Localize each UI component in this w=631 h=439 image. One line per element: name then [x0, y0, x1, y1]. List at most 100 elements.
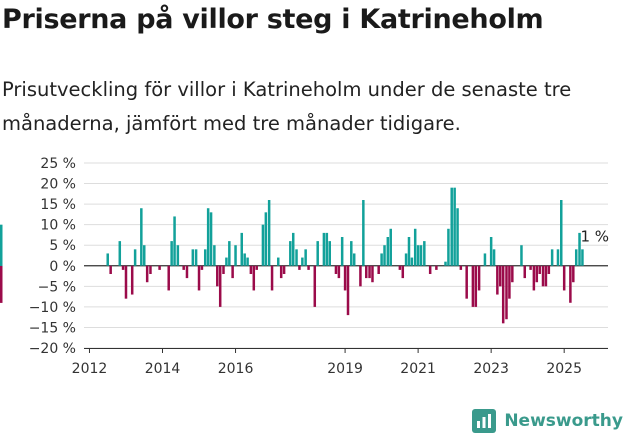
chart-bar: [249, 265, 253, 274]
chart-bar: [209, 212, 213, 266]
chart-bar: [218, 265, 222, 307]
chart-bar: [213, 245, 216, 266]
chart-bar: [562, 265, 566, 291]
chart-bar: [459, 265, 463, 270]
chart-bar: [581, 249, 584, 266]
chart-bar: [313, 265, 317, 307]
chart-bar: [380, 253, 383, 266]
chart-bar: [489, 237, 493, 266]
chart-bar: [291, 232, 295, 266]
chart-bar: [277, 257, 280, 266]
chart-bar: [456, 208, 459, 266]
chart-bar: [133, 249, 137, 266]
chart-bar: [225, 257, 228, 266]
chart-bar: [389, 228, 392, 266]
chart-bar: [243, 253, 246, 266]
chart-bar: [416, 245, 420, 266]
chart-bar: [359, 265, 362, 287]
chart-bar: [264, 212, 268, 266]
chart-bar: [340, 237, 344, 266]
chart-bar: [298, 265, 301, 270]
chart-bar: [471, 265, 475, 307]
chart-bar: [444, 261, 447, 266]
page-subtitle: Prisutveckling för villor i Katrineholm …: [2, 78, 572, 135]
chart-bar: [304, 249, 307, 266]
chart-bars: [0, 187, 584, 324]
chart-bar: [362, 200, 365, 266]
chart-bar: [511, 265, 514, 283]
chart-bar: [343, 265, 347, 291]
latest-value-annotation: 1 %: [580, 228, 609, 246]
chart-bar: [492, 249, 496, 266]
chart-bar: [334, 265, 338, 274]
chart-bar: [325, 232, 329, 266]
y-axis: −20 % −15 % −10 % −5 % 0 % 5 % 10 % 15 % 20 % 25 …: [29, 156, 76, 357]
chart-bar: [246, 257, 249, 266]
chart-bar: [535, 265, 539, 283]
chart-bar: [185, 265, 189, 279]
chart-bar: [0, 265, 3, 303]
chart-bar: [407, 237, 411, 266]
chart-bar: [550, 249, 554, 266]
chart-bar: [532, 265, 536, 291]
chart-bar: [453, 187, 456, 266]
chart-bar: [328, 241, 332, 266]
chart-bar: [346, 265, 350, 316]
chart-bar: [508, 265, 511, 299]
chart-bar: [377, 265, 380, 274]
chart-bar: [191, 249, 195, 266]
x-tick-label: 2014: [145, 361, 181, 377]
newsworthy-logo-icon: [472, 409, 497, 433]
chart-bar: [143, 245, 146, 266]
chart-bar: [149, 265, 152, 274]
x-tick-label: 2019: [327, 361, 363, 377]
chart-bar: [383, 245, 386, 266]
y-tick-label: −10 %: [29, 300, 76, 316]
chart-bar: [371, 265, 374, 283]
chart-bar: [282, 265, 286, 274]
chart-bar: [569, 265, 572, 303]
chart-bar: [520, 245, 523, 266]
chart-bar: [106, 253, 109, 266]
chart-bar: [496, 265, 499, 295]
chart-bar: [252, 265, 256, 291]
brand-name: Newsworthy: [504, 411, 623, 431]
y-tick-label: −20 %: [29, 341, 76, 357]
chart-bar: [231, 265, 234, 279]
chart-bar: [560, 200, 563, 266]
chart-bar: [267, 200, 271, 266]
x-axis: 2012 2014 2016 2019 2021 2023 2025: [72, 348, 608, 377]
chart-bar: [222, 265, 225, 274]
chart-bar: [419, 245, 423, 266]
chart-bar: [401, 265, 405, 279]
chart-bar: [483, 253, 487, 266]
y-tick-label: 20 %: [40, 177, 76, 193]
chart-bar: [398, 265, 402, 270]
chart-bar: [176, 245, 180, 266]
chart-bar: [255, 265, 258, 270]
y-tick-label: 10 %: [40, 218, 76, 234]
chart-bar: [428, 265, 432, 274]
chart-bar: [316, 241, 319, 266]
bar-chart: −20 % −15 % −10 % −5 % 0 % 5 % 10 % 15 % 20 % 25 …: [0, 156, 609, 377]
chart-bar: [547, 265, 551, 274]
chart-gridlines: [84, 162, 608, 349]
y-tick-label: −15 %: [29, 320, 76, 336]
chart-bar: [216, 265, 219, 287]
chart-bar: [170, 241, 173, 266]
chart-bar: [307, 265, 310, 270]
chart-bar: [200, 265, 204, 270]
page-title: Priserna på villor steg i Katrineholm: [2, 4, 544, 35]
chart-bar: [203, 249, 207, 266]
chart-bar: [474, 265, 478, 307]
chart-bar: [261, 224, 265, 266]
chart-bar: [505, 265, 508, 320]
y-tick-label: 15 %: [40, 197, 76, 213]
chart-bar: [578, 232, 581, 266]
chart-bar: [413, 228, 417, 266]
y-tick-label: 0 %: [49, 259, 76, 275]
chart-bar: [194, 249, 198, 266]
chart-bar: [423, 241, 426, 266]
chart-bar: [140, 208, 143, 266]
chart-bar: [337, 265, 341, 279]
